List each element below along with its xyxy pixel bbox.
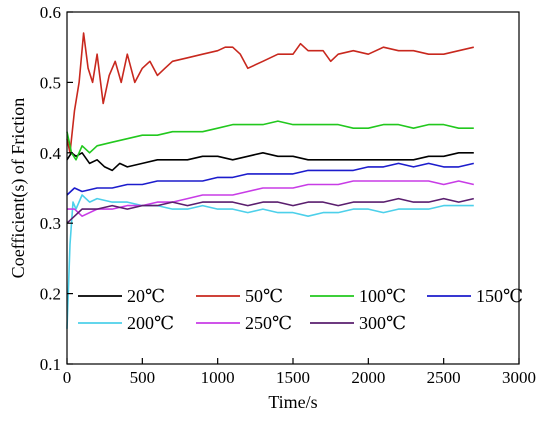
x-tick-label: 1000 (201, 368, 235, 387)
series-line-1 (66, 152, 474, 172)
y-tick-label: 0.2 (40, 285, 61, 304)
x-tick-label: 0 (63, 368, 72, 387)
x-tick-label: 2000 (351, 368, 385, 387)
y-tick-label: 0.6 (40, 3, 61, 22)
x-tick-label: 3000 (502, 368, 536, 387)
y-tick-label: 0.1 (40, 355, 61, 374)
y-axis-title: Coefficient(s) of Friction (8, 98, 29, 279)
legend-label-5: 200℃ (127, 313, 174, 333)
legend-label-2: 50℃ (245, 286, 283, 306)
y-tick-label: 0.3 (40, 214, 61, 233)
legend-label-7: 300℃ (359, 313, 406, 333)
series-line-7 (66, 197, 474, 224)
series-line-2 (66, 32, 474, 154)
series-line-3 (66, 120, 474, 161)
legend-label-3: 100℃ (359, 286, 406, 306)
series-line-6 (67, 180, 474, 217)
y-tick-label: 0.5 (40, 73, 61, 92)
series-layer (66, 32, 474, 329)
legend-label-4: 150℃ (476, 286, 523, 306)
y-tick-label: 0.4 (40, 144, 62, 163)
axes-layer: 0 500 1000 1500 2000 2500 3000 0.1 0.2 0.3 0.4 0.5 0… (40, 3, 536, 387)
x-tick-label: 500 (130, 368, 156, 387)
series-line-5 (66, 194, 474, 329)
series-line-4 (66, 162, 474, 196)
x-axis-title: Time/s (268, 392, 317, 412)
legend-label-6: 250℃ (245, 313, 292, 333)
legend-label-1: 20℃ (127, 286, 165, 306)
legend: 20℃ 50℃ 100℃ 150℃ 200℃ 250℃ 300℃ (78, 286, 523, 333)
x-tick-label: 2500 (427, 368, 461, 387)
x-tick-label: 1500 (276, 368, 310, 387)
